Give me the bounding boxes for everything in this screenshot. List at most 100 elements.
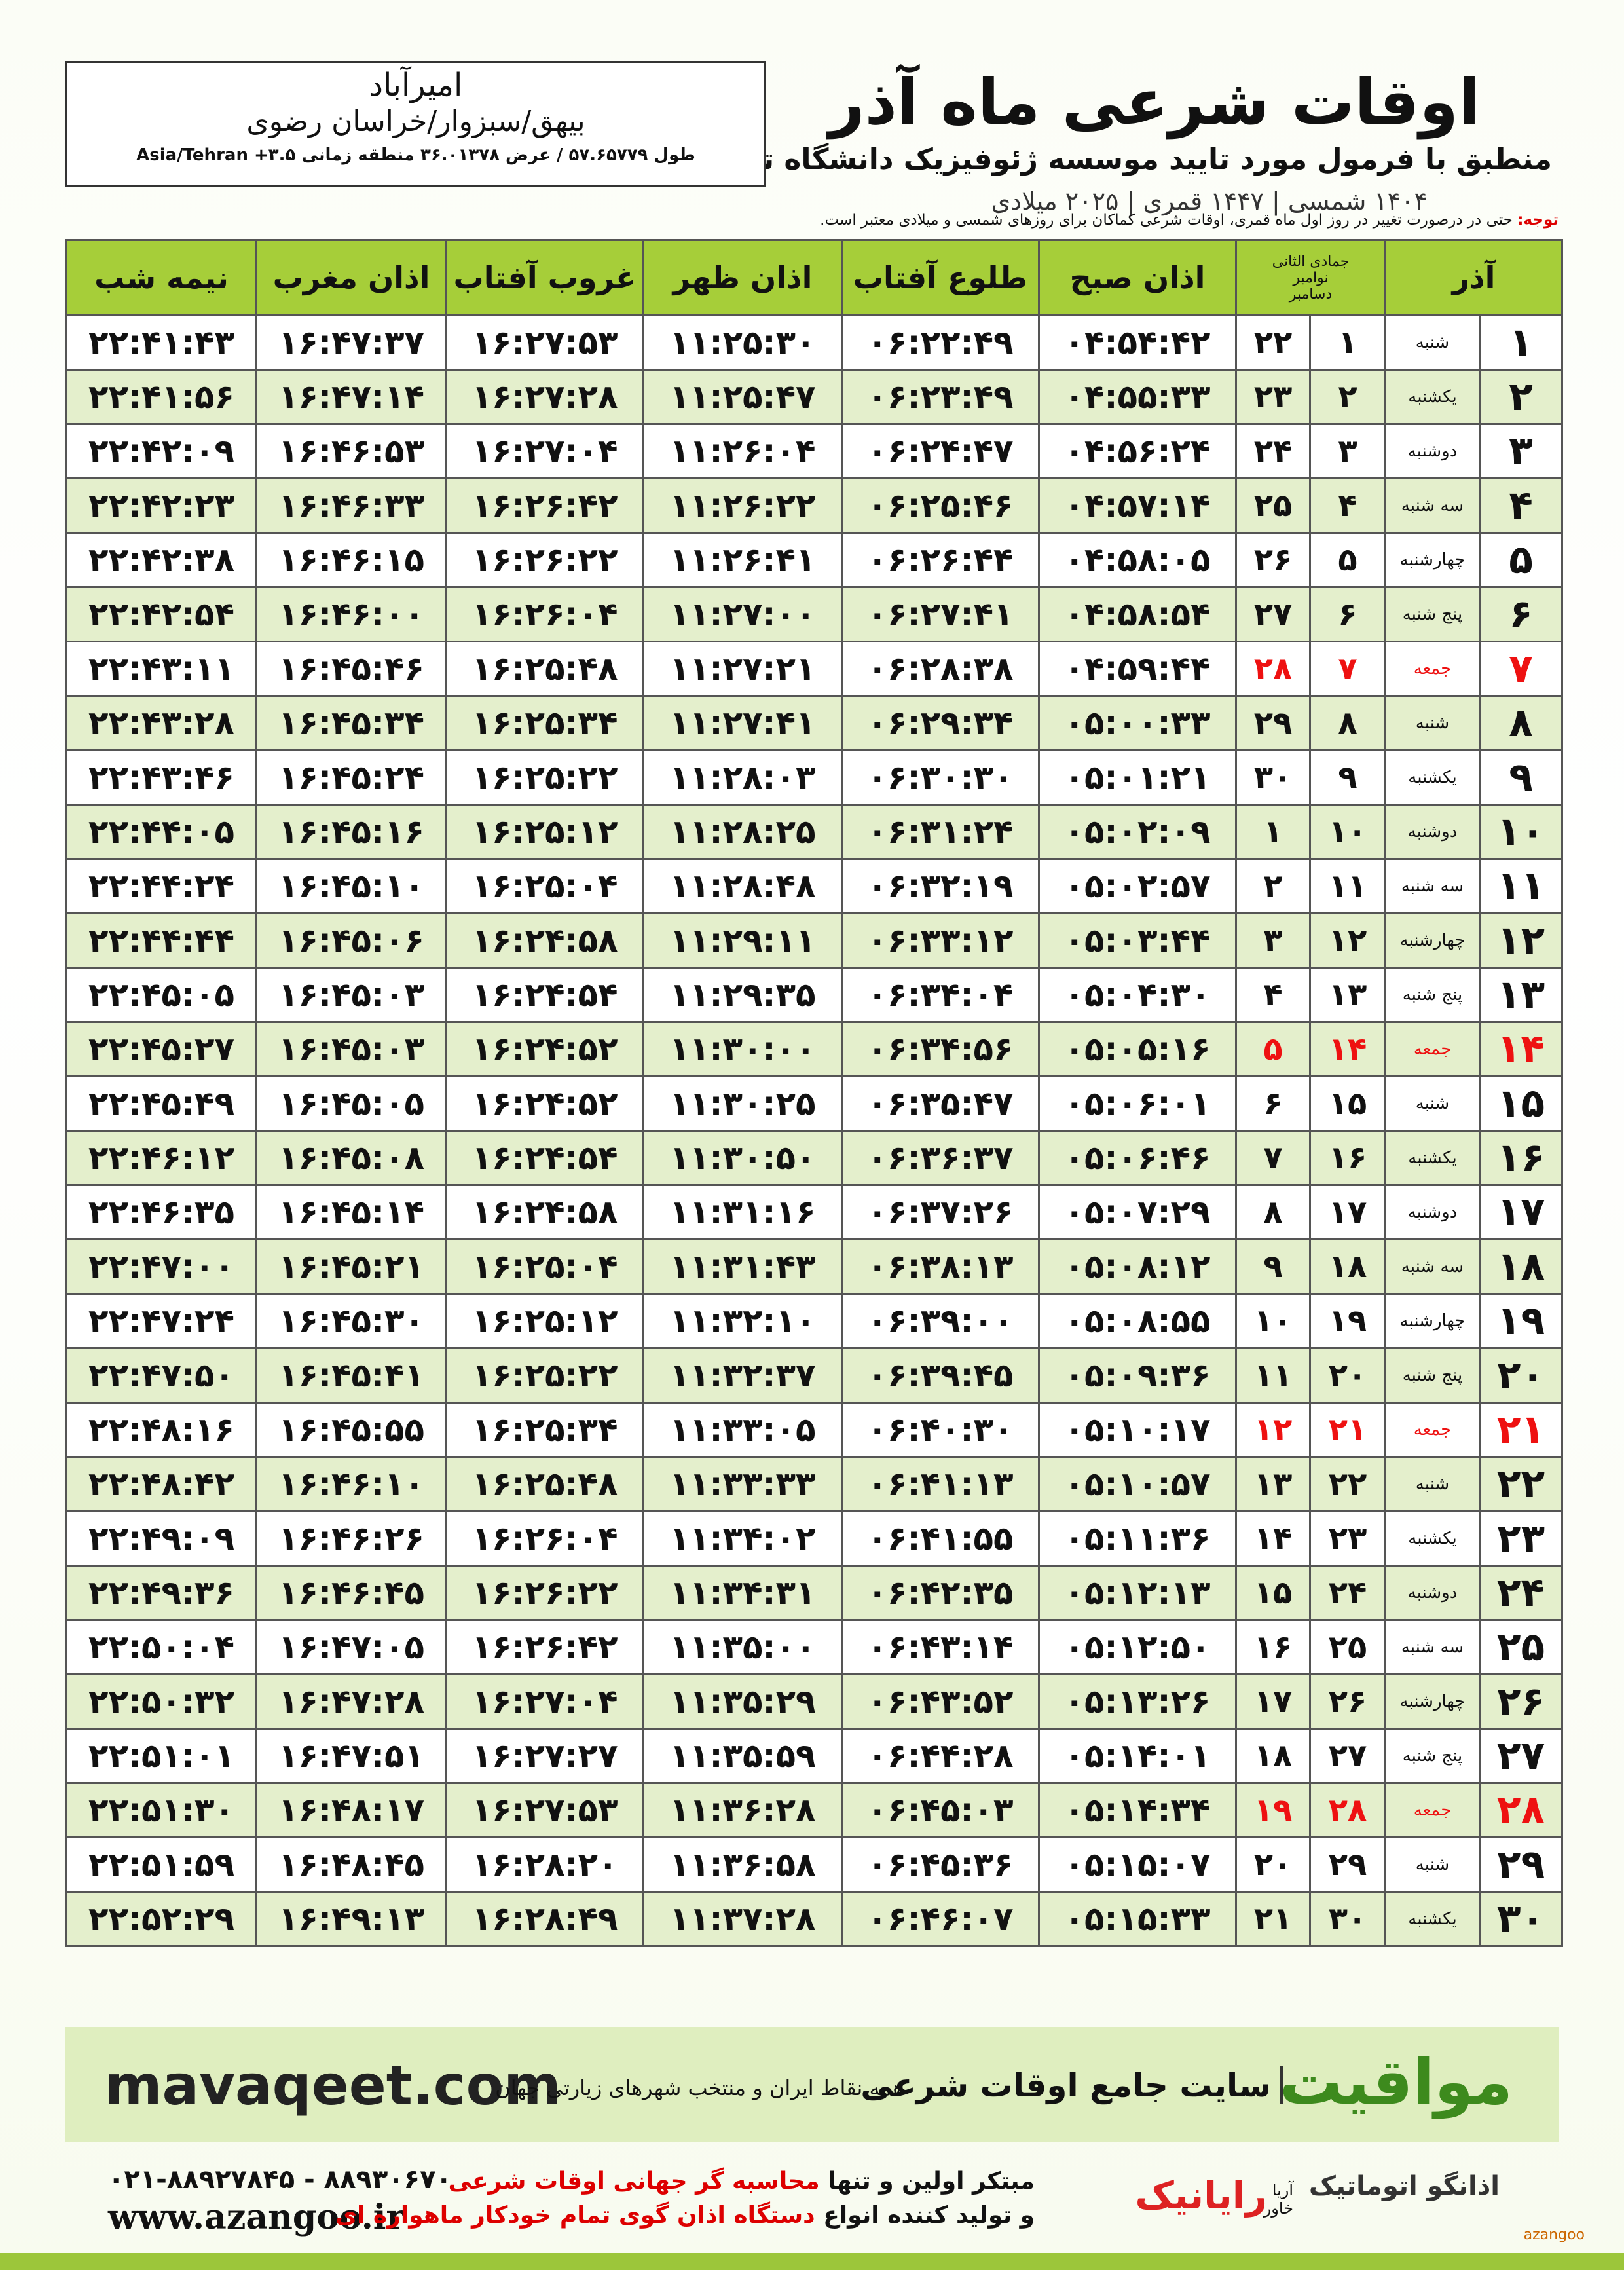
time: ۰۶:۲۴:۴۷ bbox=[841, 423, 1040, 479]
weekday: یکشنبه bbox=[1384, 369, 1481, 425]
time: ۱۶:۴۸:۴۵ bbox=[255, 1836, 447, 1893]
day: ۱ bbox=[1479, 314, 1564, 371]
time: ۲۲:۵۱:۳۰ bbox=[65, 1782, 257, 1838]
time: ۰۶:۳۵:۴۷ bbox=[841, 1075, 1040, 1132]
lunar-day: ۲۴ bbox=[1309, 1565, 1386, 1621]
time: ۰۵:۰۷:۲۹ bbox=[1038, 1184, 1237, 1240]
day: ۲۳ bbox=[1479, 1510, 1564, 1567]
time: ۱۶:۲۸:۲۰ bbox=[445, 1836, 644, 1893]
day: ۱۱ bbox=[1479, 858, 1564, 914]
time: ۱۶:۴۵:۳۰ bbox=[255, 1293, 447, 1349]
time: ۱۶:۴۶:۳۳ bbox=[255, 477, 447, 534]
time: ۱۶:۲۶:۲۲ bbox=[445, 1565, 644, 1621]
time: ۱۱:۳۰:۰۰ bbox=[642, 1021, 843, 1077]
row: ۲۰ پنج شنبه ۲۰ ۱۱ ۰۵:۰۹:۳۶ ۰۶:۳۹:۴۵ ۱۱:۳۲:۳۷ ۱۶… bbox=[65, 1347, 1564, 1404]
gregorian-day: ۱۷ bbox=[1235, 1673, 1311, 1730]
time: ۱۱:۳۰:۲۵ bbox=[642, 1075, 843, 1132]
gregorian-day: ۹ bbox=[1235, 1238, 1311, 1295]
time: ۱۱:۳۰:۵۰ bbox=[642, 1130, 843, 1186]
lunar-day: ۸ bbox=[1309, 695, 1386, 751]
weekday: پنج شنبه bbox=[1384, 586, 1481, 642]
gregorian-day: ۲۹ bbox=[1235, 695, 1311, 751]
weekday: دوشنبه bbox=[1384, 804, 1481, 860]
row: ۲۶ چهارشنبه ۲۶ ۱۷ ۰۵:۱۳:۲۶ ۰۶:۴۳:۵۲ ۱۱:۳۵:۲۹ ۱۶… bbox=[65, 1673, 1564, 1730]
time: ۱۶:۴۵:۱۰ bbox=[255, 858, 447, 914]
weekday: جمعه bbox=[1384, 1402, 1481, 1458]
row: ۱۲ چهارشنبه ۱۲ ۳ ۰۵:۰۳:۴۴ ۰۶:۳۳:۱۲ ۱۱:۲۹:۱۱ ۱۶:… bbox=[65, 912, 1564, 969]
time: ۲۲:۴۷:۰۰ bbox=[65, 1238, 257, 1295]
row: ۲ یکشنبه ۲ ۲۳ ۰۴:۵۵:۳۳ ۰۶:۲۳:۴۹ ۱۱:۲۵:۴۷ ۱۶:۲۷:… bbox=[65, 369, 1564, 425]
time: ۰۵:۰۸:۵۵ bbox=[1038, 1293, 1237, 1349]
time: ۰۶:۴۶:۰۷ bbox=[841, 1891, 1040, 1947]
lunar-day: ۳۰ bbox=[1309, 1891, 1386, 1947]
column-header: اذان صبح bbox=[1038, 239, 1237, 316]
time: ۱۶:۲۷:۵۳ bbox=[445, 1782, 644, 1838]
time: ۱۶:۲۵:۳۴ bbox=[445, 1402, 644, 1458]
weekday: شنبه bbox=[1384, 695, 1481, 751]
time: ۰۶:۴۴:۲۸ bbox=[841, 1728, 1040, 1784]
column-header: طلوع آفتاب bbox=[841, 239, 1040, 316]
time: ۰۶:۳۴:۰۴ bbox=[841, 967, 1040, 1023]
time: ۱۶:۲۴:۵۲ bbox=[445, 1021, 644, 1077]
weekday: پنج شنبه bbox=[1384, 1728, 1481, 1784]
gregorian-day: ۳۰ bbox=[1235, 749, 1311, 806]
lunar-day: ۱۰ bbox=[1309, 804, 1386, 860]
day: ۲۰ bbox=[1479, 1347, 1564, 1404]
time: ۱۱:۲۶:۲۲ bbox=[642, 477, 843, 534]
day: ۱۸ bbox=[1479, 1238, 1564, 1295]
time: ۱۶:۴۵:۴۱ bbox=[255, 1347, 447, 1404]
day: ۳۰ bbox=[1479, 1891, 1564, 1947]
location-box: امیرآباد بیهق/سبزوار/خراسان رضوی طول ۵۷.… bbox=[65, 61, 766, 187]
time: ۰۵:۰۸:۱۲ bbox=[1038, 1238, 1237, 1295]
time: ۱۶:۲۵:۲۲ bbox=[445, 1347, 644, 1404]
lunar-day: ۶ bbox=[1309, 586, 1386, 642]
note-text: حتی در درصورت تغییر در روز اول ماه قمری،… bbox=[820, 212, 1513, 229]
gregorian-day: ۲۴ bbox=[1235, 423, 1311, 479]
weekday: جمعه bbox=[1384, 1021, 1481, 1077]
time: ۰۵:۰۶:۴۶ bbox=[1038, 1130, 1237, 1186]
gregorian-day: ۱۵ bbox=[1235, 1565, 1311, 1621]
row: ۱۹ چهارشنبه ۱۹ ۱۰ ۰۵:۰۸:۵۵ ۰۶:۳۹:۰۰ ۱۱:۳۲:۱۰ ۱۶… bbox=[65, 1293, 1564, 1349]
day: ۴ bbox=[1479, 477, 1564, 534]
site-url[interactable]: mavaqeet.com bbox=[105, 2053, 561, 2117]
day: ۱۵ bbox=[1479, 1075, 1564, 1132]
time: ۲۲:۴۱:۵۶ bbox=[65, 369, 257, 425]
time: ۱۶:۴۷:۳۷ bbox=[255, 314, 447, 371]
time: ۰۶:۳۷:۲۶ bbox=[841, 1184, 1040, 1240]
title: اوقات شرعی ماه آذر bbox=[828, 65, 1480, 139]
time: ۰۶:۴۲:۳۵ bbox=[841, 1565, 1040, 1621]
day: ۱۴ bbox=[1479, 1021, 1564, 1077]
day: ۵ bbox=[1479, 532, 1564, 588]
lunar-day: ۱۶ bbox=[1309, 1130, 1386, 1186]
time: ۱۶:۴۵:۱۴ bbox=[255, 1184, 447, 1240]
day: ۶ bbox=[1479, 586, 1564, 642]
time: ۱۶:۴۵:۳۴ bbox=[255, 695, 447, 751]
time: ۱۶:۴۶:۱۰ bbox=[255, 1456, 447, 1512]
time: ۱۱:۲۹:۳۵ bbox=[642, 967, 843, 1023]
time: ۲۲:۴۲:۲۳ bbox=[65, 477, 257, 534]
lunar-header: جمادی الثانی نوامبر دسامبر bbox=[1235, 239, 1386, 316]
time: ۱۶:۲۵:۱۲ bbox=[445, 804, 644, 860]
footer-site[interactable]: www.azangoo.ir bbox=[108, 2197, 404, 2237]
weekday: سه شنبه bbox=[1384, 1238, 1481, 1295]
gregorian-day: ۱۳ bbox=[1235, 1456, 1311, 1512]
column-header: اذان مغرب bbox=[255, 239, 447, 316]
footer-line: و تولید کننده انواع دستگاه اذان گوی تمام… bbox=[335, 2202, 1035, 2229]
time: ۱۶:۴۵:۲۱ bbox=[255, 1238, 447, 1295]
gregorian-day: ۱۱ bbox=[1235, 1347, 1311, 1404]
row: ۱۴ جمعه ۱۴ ۵ ۰۵:۰۵:۱۶ ۰۶:۳۴:۵۶ ۱۱:۳۰:۰۰ ۱۶:۲۴:۵… bbox=[65, 1021, 1564, 1077]
weekday: دوشنبه bbox=[1384, 1184, 1481, 1240]
time: ۰۶:۳۱:۲۴ bbox=[841, 804, 1040, 860]
time: ۲۲:۴۳:۲۸ bbox=[65, 695, 257, 751]
day: ۲۲ bbox=[1479, 1456, 1564, 1512]
time: ۲۲:۴۲:۰۹ bbox=[65, 423, 257, 479]
time: ۰۵:۰۰:۳۳ bbox=[1038, 695, 1237, 751]
subtitle: منطبق با فرمول مورد تایید موسسه ژئوفیزیک… bbox=[692, 143, 1552, 176]
time: ۱۶:۲۶:۴۲ bbox=[445, 1619, 644, 1675]
gregorian-day: ۲۰ bbox=[1235, 1836, 1311, 1893]
time: ۰۶:۲۶:۴۴ bbox=[841, 532, 1040, 588]
row: ۱۸ سه شنبه ۱۸ ۹ ۰۵:۰۸:۱۲ ۰۶:۳۸:۱۳ ۱۱:۳۱:۴۳ ۱۶:۲… bbox=[65, 1238, 1564, 1295]
time: ۱۶:۲۴:۵۸ bbox=[445, 1184, 644, 1240]
row: ۲۲ شنبه ۲۲ ۱۳ ۰۵:۱۰:۵۷ ۰۶:۴۱:۱۳ ۱۱:۳۳:۳۳ ۱۶:۲۵:… bbox=[65, 1456, 1564, 1512]
row: ۱۱ سه شنبه ۱۱ ۲ ۰۵:۰۲:۵۷ ۰۶:۳۲:۱۹ ۱۱:۲۸:۴۸ ۱۶:۲… bbox=[65, 858, 1564, 914]
